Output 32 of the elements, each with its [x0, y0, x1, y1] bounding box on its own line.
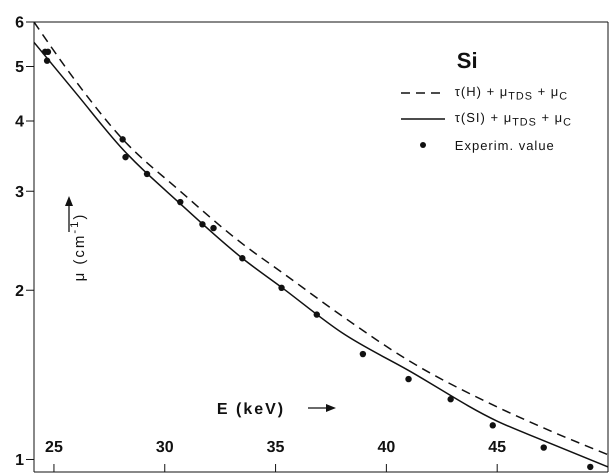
y-tick-label: 3	[15, 184, 24, 201]
point	[44, 58, 50, 64]
point	[314, 311, 320, 318]
y-tick-label: 4	[15, 114, 24, 131]
point	[210, 224, 217, 232]
y-tick-label: 5	[15, 59, 24, 76]
x-tick-label: 30	[156, 439, 174, 456]
point	[239, 255, 246, 262]
point	[144, 170, 150, 178]
point	[447, 396, 454, 402]
legend-label: Experim. value	[454, 138, 555, 152]
x-tick-label: 40	[377, 439, 396, 456]
legend-label: τ(H) + μ$_{TDS}$ + μ$_{C}$	[454, 84, 568, 102]
legend-title: Si	[456, 48, 479, 74]
point	[122, 154, 129, 160]
legend-label: τ(SI) + μ$_{TDS}$ + μ$_{C}$	[454, 110, 572, 128]
x-axis-title: E (keV)	[216, 401, 286, 418]
point	[278, 284, 285, 292]
point	[360, 350, 366, 358]
point	[199, 221, 206, 228]
point	[119, 136, 126, 143]
x-tick-label: 45	[488, 439, 506, 456]
y-tick-label: 6	[15, 14, 24, 32]
point	[405, 376, 412, 382]
y-tick-label: 2	[15, 282, 24, 300]
point	[540, 444, 547, 451]
point	[587, 464, 594, 470]
x-tick-label: 25	[45, 439, 63, 456]
y-tick-label: 1	[15, 452, 24, 470]
point	[490, 422, 496, 429]
point	[177, 198, 184, 206]
x-tick-label: 35	[266, 439, 285, 456]
